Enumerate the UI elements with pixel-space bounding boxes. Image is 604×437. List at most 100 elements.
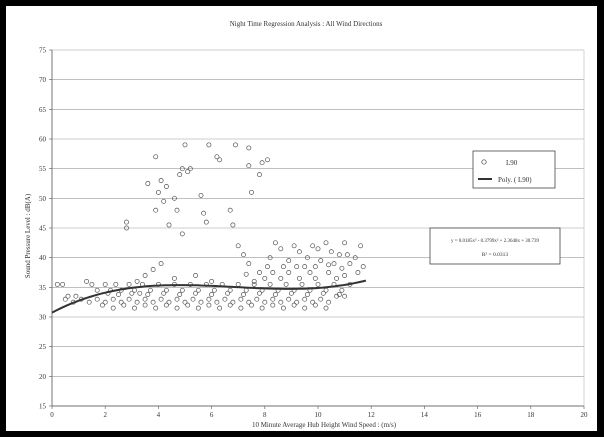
l90-point [315, 246, 321, 252]
l90-point [270, 302, 276, 308]
l90-point [134, 278, 140, 284]
l90-point [233, 142, 238, 148]
l90-point [182, 142, 188, 148]
x-tick-label: 2 [103, 411, 107, 419]
l90-point [217, 157, 223, 163]
l90-point [312, 275, 318, 281]
l90-point [163, 302, 169, 308]
l90-point [344, 252, 350, 258]
l90-point [246, 163, 252, 169]
l90-point [257, 270, 262, 275]
y-tick-label: 75 [39, 47, 47, 55]
l90-point [280, 264, 286, 270]
l90-point [214, 154, 220, 160]
l90-point [243, 271, 249, 277]
l90-point [270, 270, 276, 275]
l90-point [147, 287, 153, 293]
x-tick-label: 14 [421, 411, 429, 419]
l90-point [262, 275, 268, 281]
l90-point [291, 243, 297, 249]
l90-point [235, 243, 241, 249]
l90-point [166, 222, 172, 228]
l90-point [142, 296, 148, 302]
l90-point [163, 287, 169, 293]
l90-point [310, 299, 316, 305]
chart-frame: Night Time Regression Analysis : All Win… [6, 6, 597, 431]
l90-point [179, 166, 185, 172]
l90-point [163, 184, 169, 189]
l90-point [326, 262, 332, 268]
l90-point [171, 195, 177, 201]
l90-point [209, 278, 215, 284]
l90-point [312, 264, 318, 270]
l90-point [257, 172, 262, 178]
l90-point [110, 305, 116, 311]
l90-point [118, 299, 124, 305]
l90-point [193, 290, 199, 296]
y-tick-label: 50 [39, 195, 47, 203]
l90-point [161, 198, 167, 204]
x-tick-label: 0 [50, 411, 54, 419]
l90-point [358, 243, 364, 249]
l90-point [251, 281, 257, 287]
l90-point [265, 264, 270, 270]
l90-point [62, 296, 68, 302]
x-tick-label: 16 [474, 411, 482, 419]
l90-point [296, 275, 302, 281]
l90-point [206, 302, 212, 308]
l90-point [203, 219, 209, 225]
y-tick-label: 70 [39, 76, 47, 84]
l90-point [124, 225, 129, 231]
l90-point [110, 296, 116, 302]
l90-point [294, 299, 300, 305]
l90-point [227, 287, 233, 293]
l90-point [336, 252, 342, 258]
l90-point [249, 189, 254, 195]
l90-point [254, 296, 260, 302]
l90-point [265, 157, 270, 163]
l90-point [201, 210, 207, 216]
l90-point [294, 264, 300, 270]
l90-point [342, 240, 348, 246]
l90-point [286, 258, 292, 264]
l90-point [185, 169, 191, 175]
l90-point [230, 299, 236, 305]
l90-point [307, 270, 313, 275]
l90-point [65, 293, 71, 299]
y-tick-label: 25 [39, 343, 47, 351]
l90-point [60, 281, 66, 287]
l90-point [206, 142, 212, 148]
l90-point [302, 264, 308, 270]
l90-point [246, 299, 252, 305]
equation-box-border [429, 227, 561, 265]
l90-point [288, 290, 294, 296]
l90-point [230, 222, 236, 228]
l90-point [142, 273, 148, 278]
l90-point [155, 189, 161, 195]
l90-point [278, 299, 284, 305]
l90-point [227, 302, 233, 308]
x-tick-label: 4 [157, 411, 161, 419]
l90-point [211, 287, 217, 293]
l90-point [272, 292, 278, 297]
l90-point [286, 270, 292, 275]
y-axis-label: Sound Pressure Level : dB(A) [24, 193, 32, 278]
l90-point [323, 240, 329, 246]
l90-point [278, 275, 284, 281]
l90-point [320, 290, 326, 296]
l90-point [126, 281, 132, 287]
l90-point [259, 160, 265, 166]
l90-point [94, 287, 100, 293]
legend-l90-marker [481, 159, 487, 165]
l90-point [310, 243, 316, 249]
l90-point [158, 261, 164, 267]
y-tick-label: 45 [39, 225, 47, 233]
l90-point [182, 299, 188, 305]
l90-point [296, 249, 302, 255]
l90-point [249, 302, 254, 308]
l90-point [355, 270, 361, 275]
l90-point [267, 281, 273, 287]
l90-point [312, 302, 318, 308]
l90-point [280, 305, 286, 311]
x-tick-label: 12 [368, 411, 376, 419]
